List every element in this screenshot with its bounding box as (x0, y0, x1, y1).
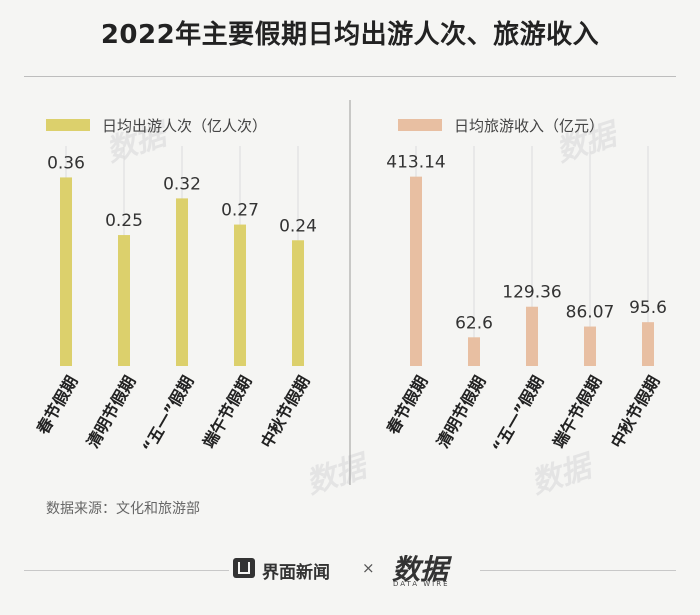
bar (118, 235, 130, 366)
footer-brand-jiemian: 界面新闻 (262, 563, 330, 583)
bar (410, 176, 422, 366)
bar-value-label: 0.25 (105, 211, 143, 231)
chart-title: 2022年主要假期日均出游人次、旅游收入 (100, 20, 600, 50)
category-label: 清明节假期 (433, 373, 489, 452)
category-label: 端午节假期 (199, 373, 255, 452)
bar-value-label: 95.6 (629, 298, 667, 318)
charts-svg: 日均出游人次（亿人次） 0.36 春节假期 0.25 清明节假期 0.32 “五一”假期 0.… (33, 100, 667, 485)
bar (468, 337, 480, 366)
jiemian-logo-icon (233, 558, 255, 578)
category-label: 中秋节假期 (607, 373, 663, 452)
bar (292, 240, 304, 366)
legend-swatch (398, 119, 442, 131)
source-note: 数据来源：文化和旅游部 (46, 501, 200, 517)
footer-brand-datawire: 数据 (392, 553, 449, 586)
bar-value-label: 129.36 (502, 283, 561, 303)
legend-label: 日均旅游收入（亿元） (454, 117, 604, 135)
bar-value-label: 86.07 (566, 303, 615, 323)
bar (234, 224, 246, 366)
bar-value-label: 0.27 (221, 201, 259, 221)
category-label: 端午节假期 (549, 373, 605, 452)
title-divider (24, 76, 676, 77)
category-label: “五一”假期 (138, 373, 197, 456)
category-label: 春节假期 (33, 373, 82, 439)
footer-divider-left (24, 570, 229, 571)
legend-swatch (46, 119, 90, 131)
bar (176, 198, 188, 366)
bar-value-label: 62.6 (455, 313, 493, 333)
bar-value-label: 413.14 (386, 153, 445, 173)
category-label: 中秋节假期 (257, 373, 313, 452)
category-label: 清明节假期 (83, 373, 139, 452)
category-label: “五一”假期 (488, 373, 547, 456)
legend-label: 日均出游人次（亿人次） (102, 117, 267, 135)
bar (642, 322, 654, 366)
footer-brand-datawire-sub: DATA WIRE (393, 580, 450, 588)
bar (60, 177, 72, 366)
bar (584, 326, 596, 366)
bar-value-label: 0.36 (47, 153, 85, 173)
bar (526, 306, 538, 366)
category-label: 春节假期 (383, 373, 432, 439)
footer-separator: × (362, 559, 375, 577)
bar-value-label: 0.32 (163, 174, 201, 194)
footer-divider-right (480, 570, 676, 571)
bar-value-label: 0.24 (279, 216, 317, 236)
